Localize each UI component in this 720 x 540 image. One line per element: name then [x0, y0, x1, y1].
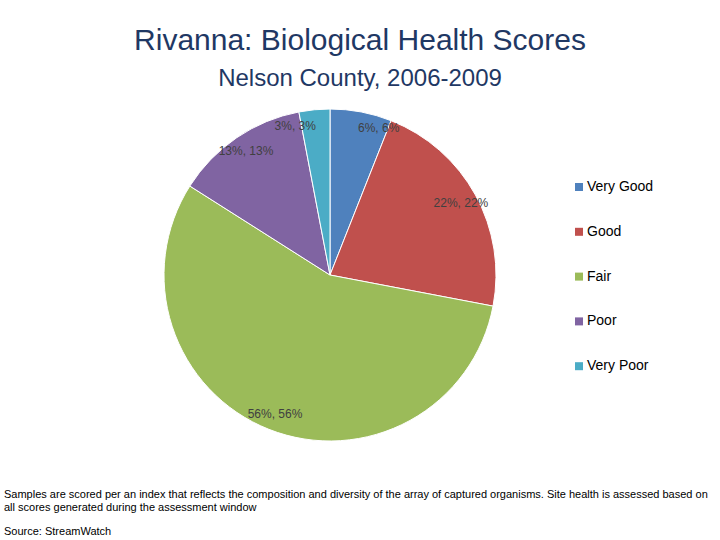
subtitle: Nelson County, 2006-2009 — [218, 64, 502, 91]
title: Rivanna: Biological Health Scores — [134, 23, 586, 56]
data-label: 3%, 3% — [275, 119, 317, 133]
slices — [164, 109, 496, 441]
footnote: Samples are scored per an index that ref… — [4, 488, 716, 514]
chart: Rivanna: Biological Health Scores Nelson … — [0, 0, 720, 540]
legend-label: Good — [587, 223, 621, 239]
pie-slice — [330, 121, 496, 306]
legend-label: Very Good — [587, 178, 653, 194]
page: Rivanna: Biological Health Scores Nelson … — [0, 0, 720, 540]
pie-slice — [299, 109, 330, 275]
data-label: 6%, 6% — [358, 121, 400, 135]
legend-swatch — [575, 317, 583, 325]
legend-swatch — [575, 228, 583, 236]
data-label: 22%, 22% — [434, 196, 489, 210]
legend-swatch — [575, 273, 583, 281]
data-label: 56%, 56% — [248, 407, 303, 421]
data-label: 13%, 13% — [219, 144, 274, 158]
legend: Very Good Good Fair Poor Very Poor — [575, 178, 653, 373]
data-labels: 6%, 6% 22%, 22% 56%, 56% 13%, 13%3%, 3% — [219, 119, 489, 421]
legend-label: Fair — [587, 268, 611, 284]
legend-swatch — [575, 362, 583, 370]
legend-swatch — [575, 183, 583, 191]
legend-label: Very Poor — [587, 357, 649, 373]
legend-label: Poor — [587, 312, 617, 328]
source-note: Source: StreamWatch — [4, 525, 716, 538]
